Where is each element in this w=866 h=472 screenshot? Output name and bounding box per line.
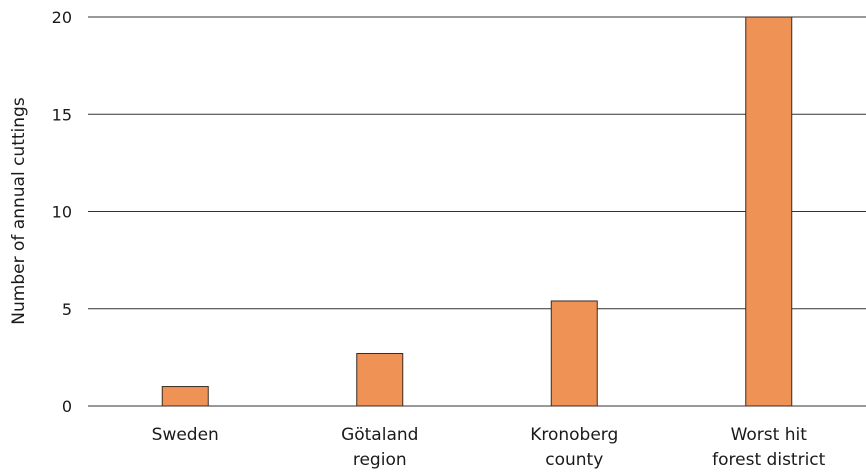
x-category-label-line: region xyxy=(353,450,407,470)
bar xyxy=(745,16,793,407)
x-category-label-line: Sweden xyxy=(152,425,219,445)
y-tick-label: 0 xyxy=(62,397,72,416)
bar xyxy=(356,352,404,407)
gridlines xyxy=(88,16,866,407)
y-axis-ticks: 0 5 10 15 20 xyxy=(52,8,72,416)
x-category-label-line: Götaland xyxy=(341,425,418,445)
x-axis-category-labels: Sweden Götaland region Kronoberg county Worst… xyxy=(152,425,826,470)
y-tick-label: 5 xyxy=(62,300,72,319)
bar xyxy=(161,386,209,407)
x-category-label: Kronoberg county xyxy=(530,425,618,470)
x-category-label: Worst hit forest district xyxy=(712,425,825,470)
x-category-label: Sweden xyxy=(152,425,219,445)
y-tick-label: 20 xyxy=(52,8,72,27)
y-axis-title: Number of annual cuttings xyxy=(9,97,29,325)
bars xyxy=(161,16,793,407)
x-category-label-line: Kronoberg xyxy=(530,425,618,445)
x-category-label: Götaland region xyxy=(341,425,418,470)
bar xyxy=(550,300,598,407)
x-category-label-line: forest district xyxy=(712,450,825,470)
x-category-label-line: county xyxy=(545,450,603,470)
x-category-label-line: Worst hit xyxy=(731,425,808,445)
y-tick-label: 10 xyxy=(52,203,72,222)
y-tick-label: 15 xyxy=(52,105,72,124)
